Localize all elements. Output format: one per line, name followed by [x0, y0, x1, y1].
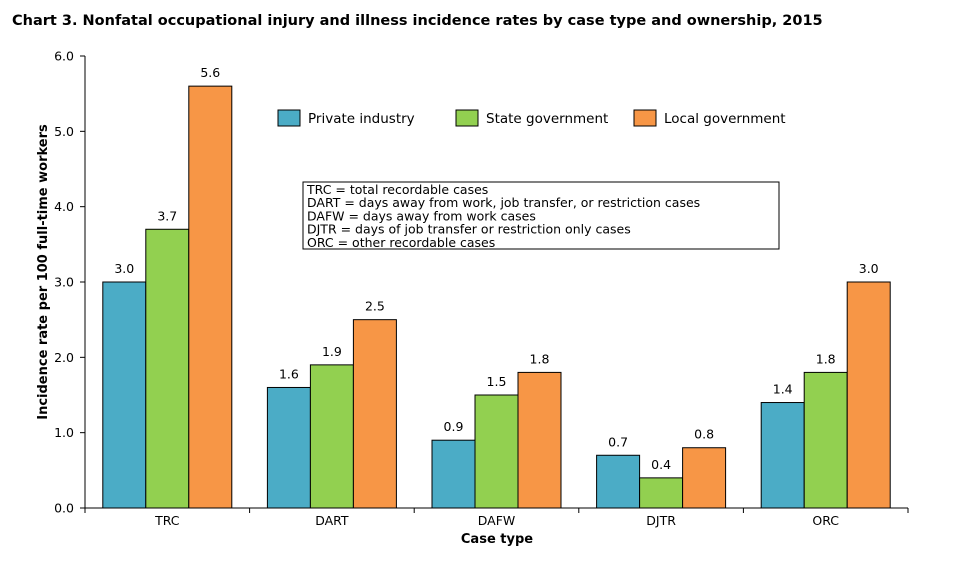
bar-dafw-series-3: [517, 371, 562, 509]
y-tick-label: 6.0: [54, 49, 74, 64]
bar-dart-series-3: [352, 319, 397, 509]
note-line-5: ORC = other recordable cases: [307, 235, 495, 250]
x-tick-label-dart: DART: [315, 513, 349, 528]
data-label-trc-series-3: 5.6: [200, 65, 220, 80]
bar-dafw-series-1: [431, 439, 476, 509]
bar-dart-series-2: [309, 364, 354, 509]
y-tick-label: 2.0: [54, 350, 74, 365]
y-tick-label: 1.0: [54, 425, 74, 440]
data-label-dafw-series-3: 1.8: [530, 351, 550, 366]
x-axis-title: Case type: [461, 532, 533, 547]
legend-label-series-3: Local government: [664, 111, 786, 127]
bar-trc-series-1: [102, 281, 147, 509]
bar-trc-series-2: [145, 228, 190, 509]
data-label-djtr-series-2: 0.4: [651, 457, 671, 472]
x-tick-label-djtr: DJTR: [646, 513, 676, 528]
bar-djtr-series-3: [682, 447, 727, 509]
data-labels-layer: 3.0 3.7 5.6 1.6 1.9 2.5 0.9 1.5 1.8 0.7 0.4 0.8 1.4 1…: [114, 65, 878, 472]
y-axis-title: Incidence rate per 100 full-time workers: [36, 124, 51, 420]
data-label-dafw-series-1: 0.9: [444, 419, 464, 434]
data-label-djtr-series-3: 0.8: [694, 427, 714, 442]
data-label-orc-series-1: 1.4: [773, 382, 793, 397]
bar-orc-series-3: [846, 281, 891, 509]
note-line-2: DART = days away from work, job transfer…: [307, 195, 700, 210]
data-label-dart-series-2: 1.9: [322, 344, 342, 359]
y-tick-label: 5.0: [54, 124, 74, 139]
x-tick-label-orc: ORC: [812, 513, 839, 528]
y-tick-label: 4.0: [54, 199, 74, 214]
chart-title: Chart 3. Nonfatal occupational injury an…: [12, 13, 823, 29]
legend-swatch-series-3: [633, 109, 657, 127]
note-line-4: DJTR = days of job transfer or restricti…: [307, 222, 631, 237]
legend-swatch-series-1: [277, 109, 301, 127]
bar-dafw-series-2: [474, 394, 519, 509]
legend-swatch-series-2: [455, 109, 479, 127]
data-label-dafw-series-2: 1.5: [487, 374, 507, 389]
bar-dart-series-1: [266, 386, 311, 509]
bar-orc-series-2: [803, 371, 848, 509]
data-label-orc-series-3: 3.0: [859, 261, 879, 276]
legend-label-series-1: Private industry: [308, 111, 415, 127]
data-label-djtr-series-1: 0.7: [608, 434, 628, 449]
legend-label-series-2: State government: [486, 111, 608, 127]
note-line-1: TRC = total recordable cases: [306, 182, 488, 197]
legend: Private industry State government Local go…: [277, 109, 786, 127]
bar-orc-series-1: [760, 402, 805, 509]
y-tick-label: 0.0: [54, 501, 74, 516]
data-label-dart-series-1: 1.6: [279, 366, 299, 381]
y-tick-label: 3.0: [54, 275, 74, 290]
data-label-trc-series-1: 3.0: [114, 261, 134, 276]
x-tick-label-trc: TRC: [154, 513, 180, 528]
data-label-orc-series-2: 1.8: [816, 351, 836, 366]
bar-djtr-series-1: [596, 454, 641, 509]
note-line-3: DAFW = days away from work cases: [307, 208, 536, 223]
y-axis-title-group: Incidence rate per 100 full-time workers: [36, 124, 51, 420]
axes-layer: 0.0 1.0 2.0 3.0 4.0 5.0 6.0 TRC DART DAFW DJTR ORC: [54, 49, 909, 528]
bar-djtr-series-2: [639, 477, 684, 509]
note-box: [302, 181, 780, 250]
data-label-dart-series-3: 2.5: [365, 299, 385, 314]
data-label-trc-series-2: 3.7: [157, 208, 177, 223]
bar-trc-series-3: [188, 85, 233, 509]
x-tick-label-dafw: DAFW: [478, 513, 516, 528]
bars-layer: [102, 85, 891, 509]
